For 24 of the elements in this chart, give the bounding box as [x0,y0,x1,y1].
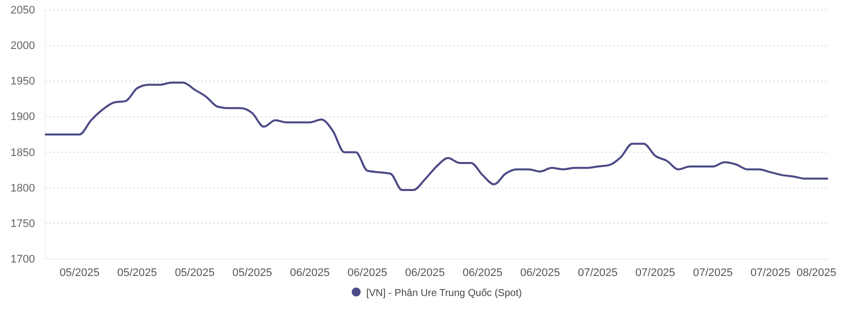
x-tick-label: 05/2025 [117,266,157,279]
x-tick-label: 07/2025 [578,266,618,279]
x-tick-label: 06/2025 [290,266,330,279]
y-tick-label: 2000 [10,40,35,52]
x-tick-label: 05/2025 [232,266,272,279]
y-tick-label: 1800 [10,182,35,194]
line-series [44,82,829,191]
x-tick-label: 07/2025 [750,266,790,279]
x-tick-label: 07/2025 [692,266,733,279]
x-tick-label: 07/2025 [635,266,676,279]
y-tick-label: 2050 [10,4,35,17]
x-tick-label: 06/2025 [520,266,560,279]
legend-label: [VN] - Phân Ure Trung Quốc (Spot) [366,288,522,299]
y-tick-label: 1850 [10,146,35,159]
x-tick-label: 08/2025 [796,266,836,279]
y-tick-label: 1950 [10,76,35,88]
x-tick-label: 06/2025 [462,266,502,279]
x-tick-label: 06/2025 [348,266,388,279]
y-tick-label: 1900 [10,111,35,124]
x-tick-label: 05/2025 [174,266,215,279]
y-tick-label: 1750 [10,218,35,230]
x-tick-label: 06/2025 [405,266,445,279]
x-tick-label: 05/2025 [60,266,100,279]
y-tick-label: 1700 [10,254,35,266]
